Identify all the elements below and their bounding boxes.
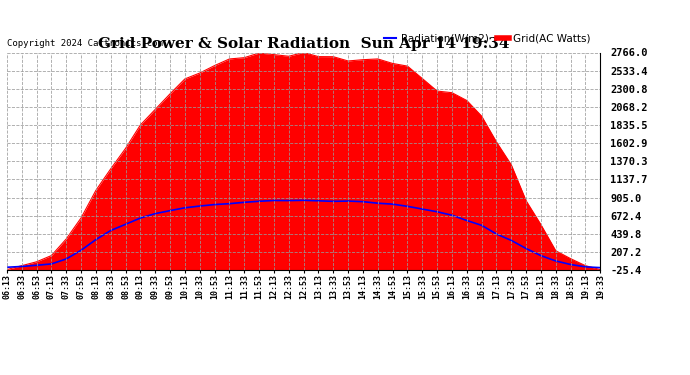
Text: Copyright 2024 Cartronics.com: Copyright 2024 Cartronics.com — [7, 39, 163, 48]
Legend: Radiation(W/m2), Grid(AC Watts): Radiation(W/m2), Grid(AC Watts) — [380, 29, 595, 48]
Title: Grid Power & Solar Radiation  Sun Apr 14 19:34: Grid Power & Solar Radiation Sun Apr 14 … — [98, 38, 509, 51]
